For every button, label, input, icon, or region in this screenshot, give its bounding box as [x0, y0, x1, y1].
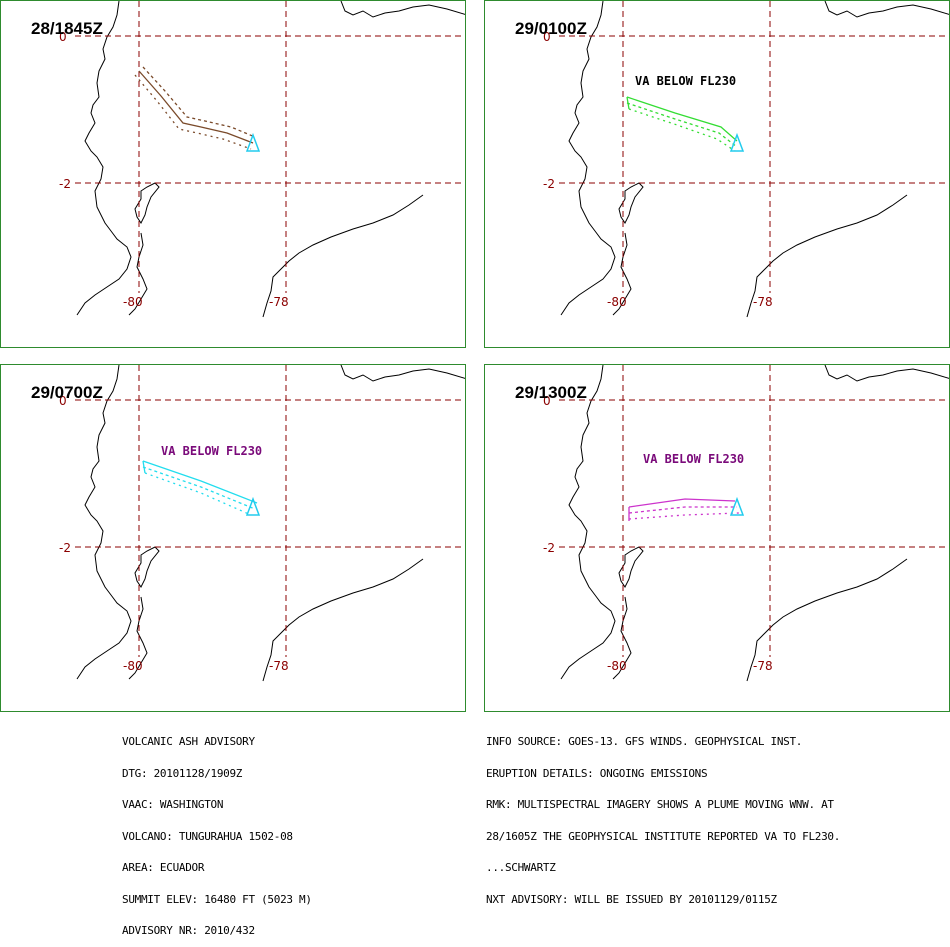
- lat-label-neg2: -2: [543, 177, 555, 191]
- lat-label-0: 0: [59, 394, 67, 408]
- advisory-line: VAAC: WASHINGTON: [122, 798, 224, 811]
- lat-label-neg2: -2: [59, 177, 71, 191]
- map-canvas: 0 -2 -80 -78 VA BELOW FL230: [543, 365, 949, 682]
- map-panel-1: 0 -2 -80 -78 28/1845Z: [0, 0, 466, 348]
- lon-label-neg78: -78: [269, 295, 289, 309]
- lat-label-0: 0: [543, 30, 551, 44]
- lon-label-neg80: -80: [607, 295, 627, 309]
- advisory-line: 28/1605Z THE GEOPHYSICAL INSTITUTE REPOR…: [486, 829, 841, 843]
- map-panel-4: 0 -2 -80 -78 VA BELOW FL230 29/1300Z: [484, 364, 950, 712]
- advisory-line: ...SCHWARTZ: [486, 861, 556, 874]
- lat-label-0: 0: [59, 30, 67, 44]
- panel-time-label: 28/1845Z: [31, 19, 103, 38]
- ash-plume: [134, 66, 256, 150]
- lat-label-neg2: -2: [543, 541, 555, 555]
- map-canvas: 0 -2 -80 -78 VA BELOW FL230: [59, 365, 465, 682]
- plume-label: VA BELOW FL230: [643, 452, 744, 466]
- coastline: [560, 1, 949, 318]
- advisory-line: INFO SOURCE: GOES-13. GFS WINDS. GEOPHYS…: [486, 735, 803, 748]
- advisory-line: AREA: ECUADOR: [122, 861, 205, 874]
- lon-label-neg80: -80: [123, 659, 143, 673]
- advisory-line: ERUPTION DETAILS: ONGOING EMISSIONS: [486, 766, 708, 780]
- plume-label: VA BELOW FL230: [161, 444, 262, 458]
- volcano-triangle-icon: [245, 132, 261, 152]
- advisory-line: ADVISORY NR: 2010/432: [122, 924, 255, 937]
- advisory-line: VOLCANO: TUNGURAHUA 1502-08: [122, 829, 293, 843]
- lat-lon-grid: 0 -2 -80 -78: [59, 365, 465, 673]
- map-panel-3: 0 -2 -80 -78 VA BELOW FL230 29/0700Z: [0, 364, 466, 712]
- lat-label-neg2: -2: [59, 541, 71, 555]
- lat-label-0: 0: [543, 394, 551, 408]
- lon-label-neg80: -80: [607, 659, 627, 673]
- coastline: [76, 365, 465, 682]
- advisory-line: NXT ADVISORY: WILL BE ISSUED BY 20101129…: [486, 892, 777, 906]
- panel-time-label: 29/0100Z: [515, 19, 587, 38]
- lat-lon-grid: 0 -2 -80 -78: [59, 1, 465, 309]
- lon-label-neg78: -78: [753, 659, 773, 673]
- ash-plume: [142, 460, 258, 516]
- volcano-triangle-icon: [729, 496, 745, 516]
- ash-plume: [628, 498, 740, 521]
- coastline: [560, 365, 949, 682]
- advisory-details-block: INFO SOURCE: GOES-13. GFS WINDS. GEOPHYS…: [486, 716, 840, 916]
- volcano-triangle-icon: [245, 496, 261, 516]
- lat-lon-grid: 0 -2 -80 -78: [543, 1, 949, 309]
- ash-plume: [626, 96, 738, 152]
- advisory-header-block: VOLCANIC ASH ADVISORY DTG: 20101128/1909…: [122, 716, 312, 947]
- plume-label: VA BELOW FL230: [635, 74, 736, 88]
- panel-time-label: 29/1300Z: [515, 383, 587, 402]
- advisory-line: DTG: 20101128/1909Z: [122, 766, 243, 780]
- volcano-triangle-icon: [729, 132, 745, 152]
- advisory-line: SUMMIT ELEV: 16480 FT (5023 M): [122, 892, 312, 906]
- lat-lon-grid: 0 -2 -80 -78: [543, 365, 949, 673]
- lon-label-neg78: -78: [269, 659, 289, 673]
- map-panel-2: 0 -2 -80 -78 VA BELOW FL230 29/0100Z: [484, 0, 950, 348]
- advisory-line: RMK: MULTISPECTRAL IMAGERY SHOWS A PLUME…: [486, 798, 834, 811]
- map-canvas: 0 -2 -80 -78 VA BELOW FL230: [543, 1, 949, 318]
- coastline: [76, 1, 465, 318]
- lon-label-neg78: -78: [753, 295, 773, 309]
- advisory-line: VOLCANIC ASH ADVISORY: [122, 735, 255, 748]
- map-canvas: 0 -2 -80 -78: [59, 1, 465, 318]
- lon-label-neg80: -80: [123, 295, 143, 309]
- panel-time-label: 29/0700Z: [31, 383, 103, 402]
